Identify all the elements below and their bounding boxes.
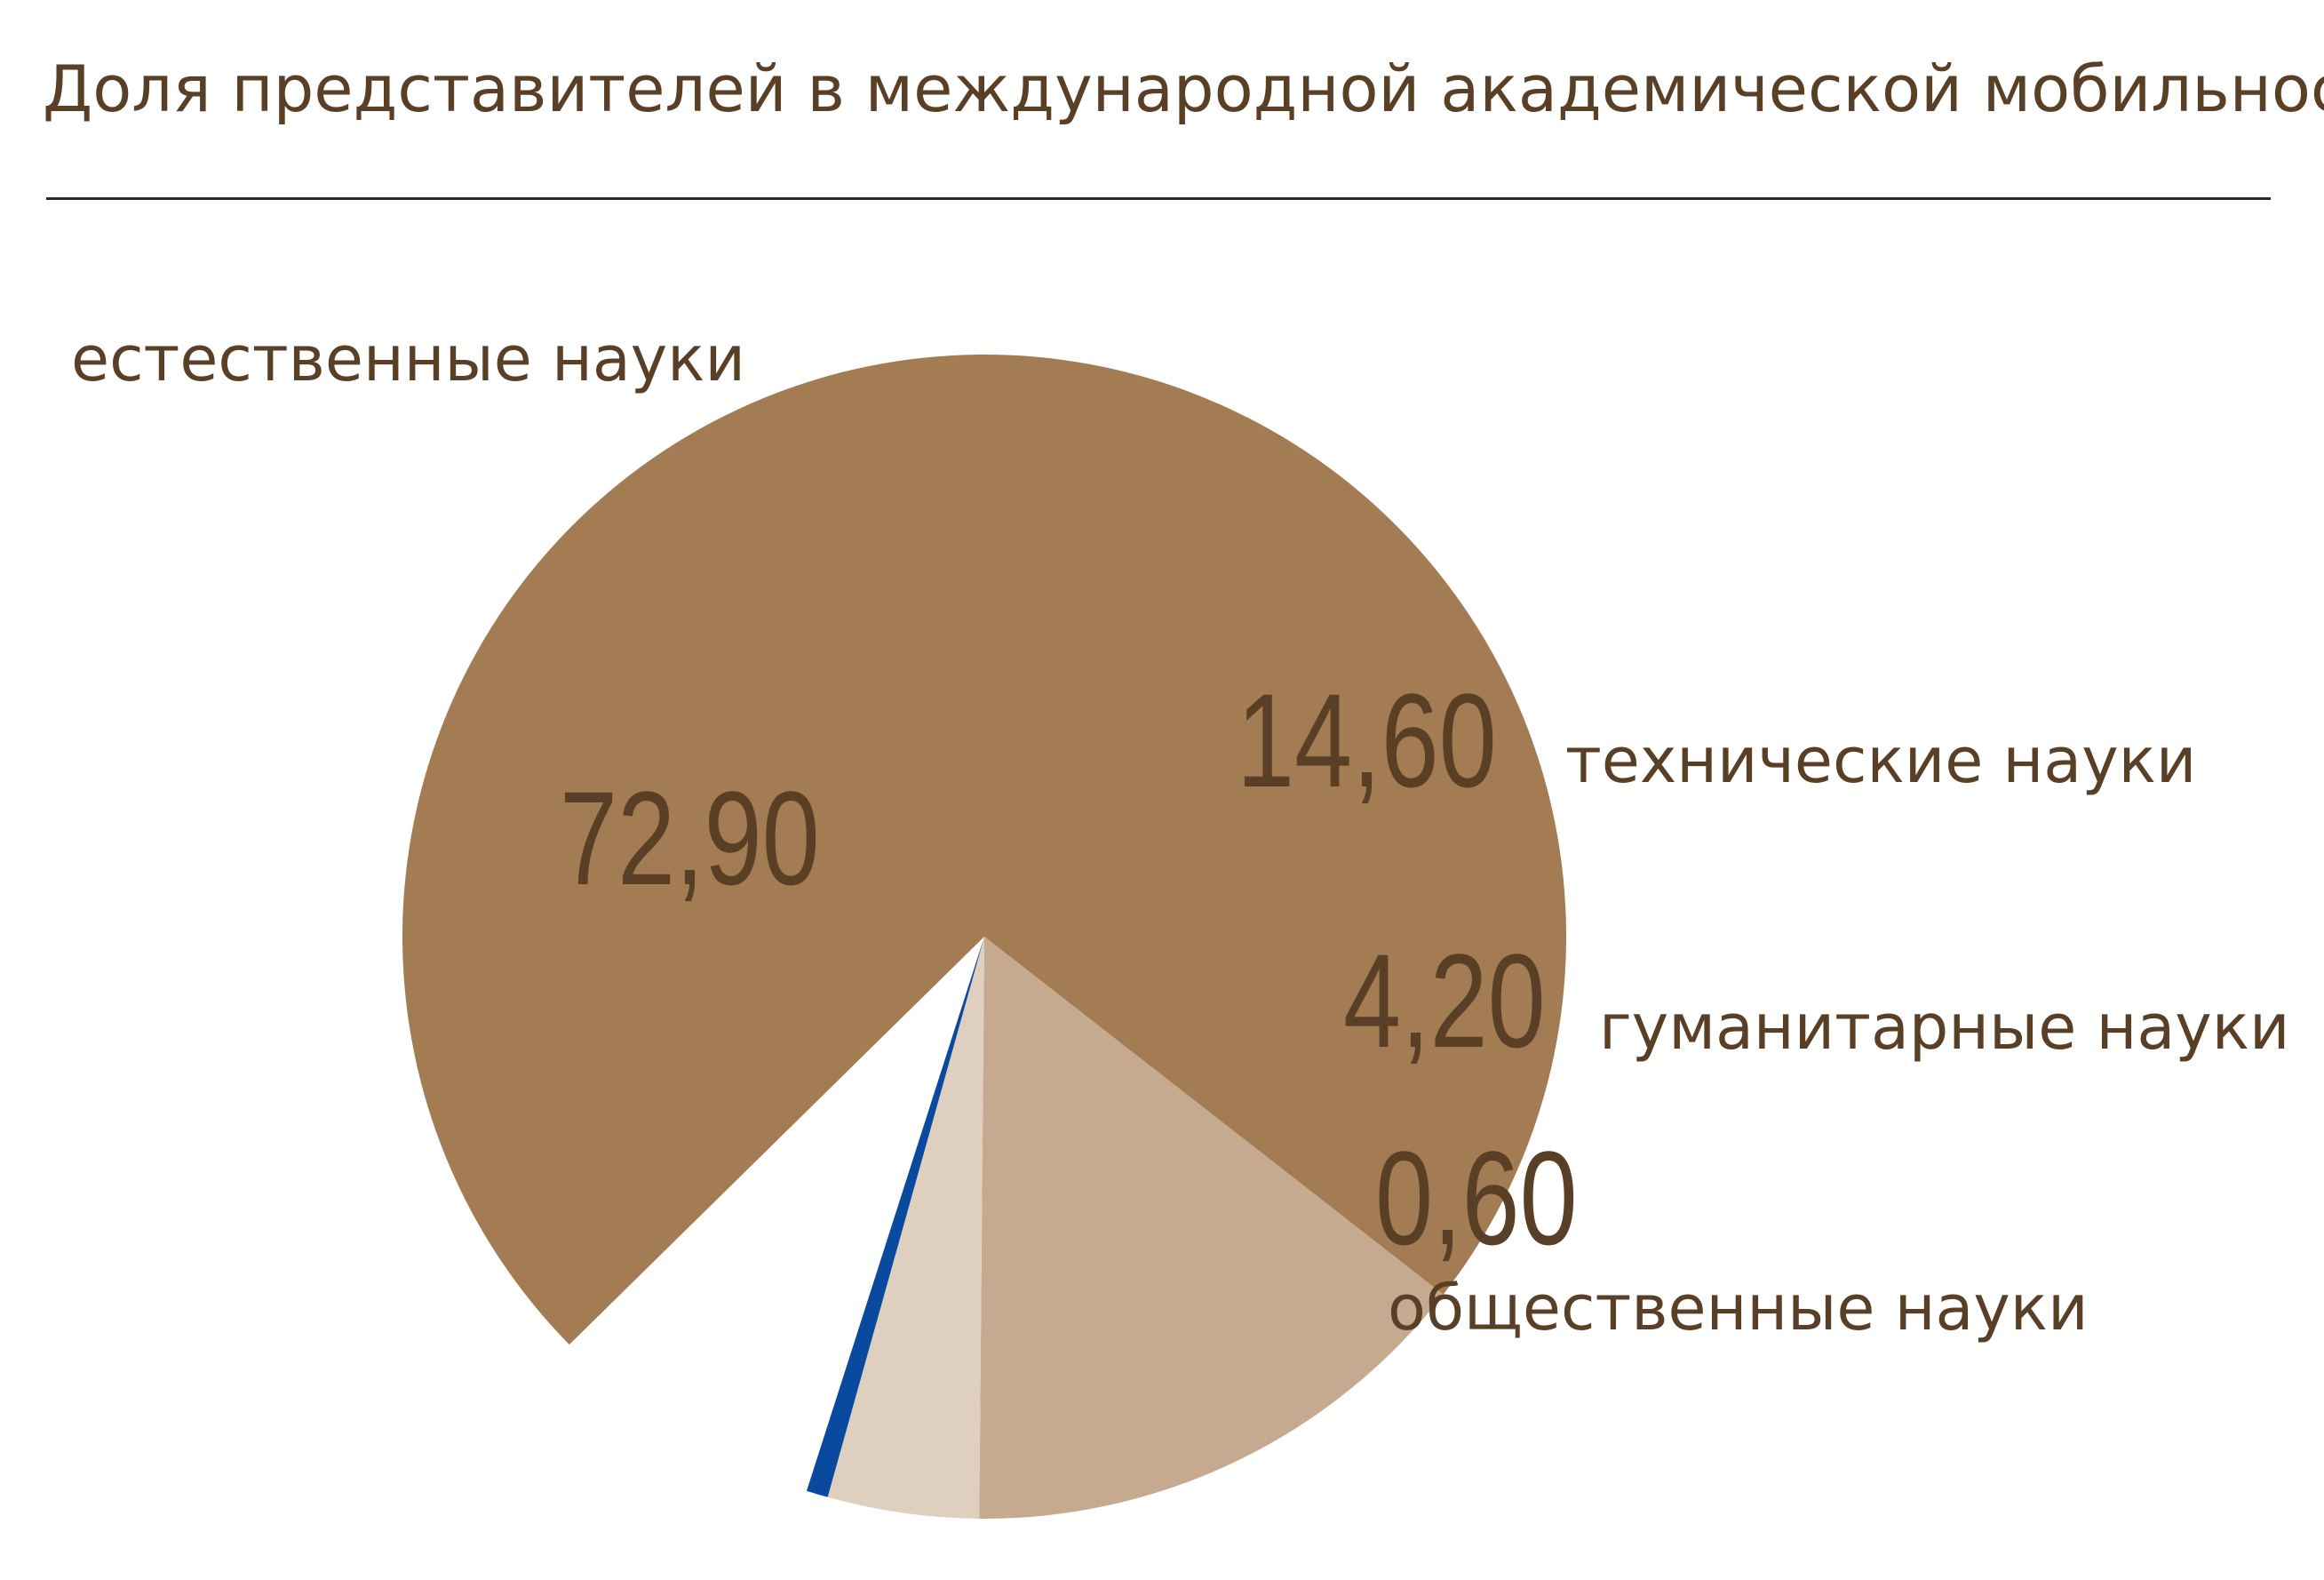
data-label-3: 4,20	[1343, 926, 1546, 1075]
pie-slice-4	[806, 937, 984, 1497]
category-label-4: общественные науки	[1388, 1272, 2089, 1345]
pie-slice-3	[827, 937, 984, 1519]
chart-title: Доля представителей в международной акад…	[43, 52, 2324, 126]
data-label-2: 14,60	[1237, 666, 1497, 815]
pie-slice-1	[402, 355, 1567, 1345]
title-divider	[46, 197, 2271, 200]
pie-slice-2	[979, 937, 1444, 1520]
category-label-1: естественные науки	[71, 323, 745, 395]
category-label-3: гуманитарные науки	[1599, 991, 2290, 1064]
data-label-1: 72,90	[560, 763, 820, 913]
category-label-2: технические науки	[1565, 724, 2196, 797]
data-label-4: 0,60	[1375, 1123, 1578, 1273]
